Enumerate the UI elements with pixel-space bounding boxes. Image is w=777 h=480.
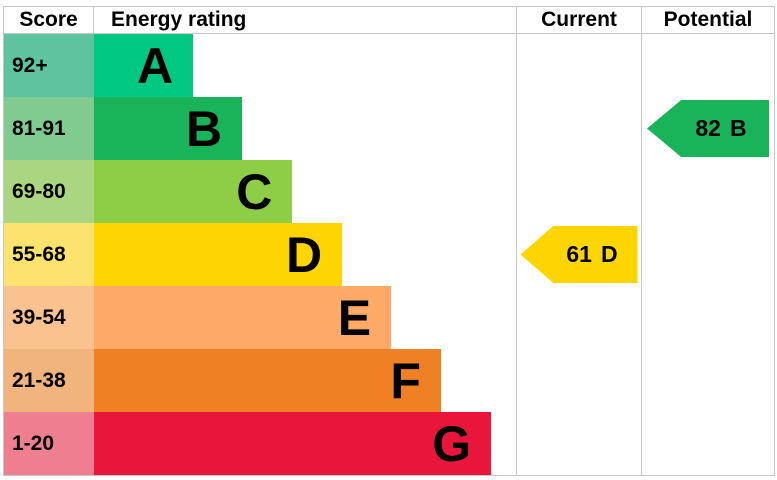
current-rating-value: 61: [566, 241, 592, 267]
band-row: 1-20 G: [4, 412, 774, 475]
band-bar-area: A: [94, 34, 516, 97]
chart-header-row: Score Energy rating Current Potential: [4, 7, 774, 34]
score-range-cell: 81-91: [4, 97, 94, 160]
potential-rating-cell: [641, 412, 774, 475]
band-bar: A: [94, 34, 194, 97]
band-letter: E: [337, 289, 372, 346]
current-rating-band: D: [600, 241, 618, 267]
band-bar: G: [94, 412, 492, 475]
band-bar-area: C: [94, 160, 516, 223]
energy-rating-column-header: Energy rating: [111, 8, 247, 31]
score-range-cell: 39-54: [4, 286, 94, 349]
potential-rating-cell: [641, 160, 774, 223]
score-column-header: Score: [4, 7, 94, 33]
potential-rating-cell: 82 B: [641, 97, 774, 160]
potential-rating-cell: [641, 349, 774, 412]
band-bar: D: [94, 223, 343, 286]
current-rating-cell: [516, 97, 641, 160]
current-column-header: Current: [516, 7, 641, 33]
band-letter: B: [186, 100, 223, 157]
band-bar-area: B: [94, 97, 516, 160]
band-bar-area: F: [94, 349, 516, 412]
band-row: 81-91 B 82 B: [4, 97, 774, 160]
band-letter: G: [432, 415, 472, 472]
score-range-cell: 92+: [4, 34, 94, 97]
current-rating-cell: [516, 34, 641, 97]
current-rating-cell: [516, 286, 641, 349]
score-range-cell: 21-38: [4, 349, 94, 412]
band-letter: D: [286, 226, 323, 283]
band-letter: A: [137, 37, 174, 94]
score-range-cell: 1-20: [4, 412, 94, 475]
current-rating-arrow: 61 D: [520, 226, 638, 283]
current-rating-cell: 61 D: [516, 223, 641, 286]
current-rating-cell: [516, 160, 641, 223]
potential-rating-band: B: [729, 115, 747, 141]
band-bar-area: G: [94, 412, 516, 475]
score-range-cell: 69-80: [4, 160, 94, 223]
band-bar-area: D: [94, 223, 516, 286]
band-bar-area: E: [94, 286, 516, 349]
band-row: 55-68 D 61 D: [4, 223, 774, 286]
potential-rating-cell: [641, 34, 774, 97]
band-row: 39-54 E: [4, 286, 774, 349]
current-rating-cell: [516, 412, 641, 475]
potential-rating-value: 82: [695, 115, 721, 141]
current-rating-cell: [516, 349, 641, 412]
band-rows: 92+ A 81-91 B 82 B 69-80 C 55-68: [4, 34, 774, 475]
potential-rating-cell: [641, 223, 774, 286]
band-row: 92+ A: [4, 34, 774, 97]
band-bar: C: [94, 160, 293, 223]
score-range-cell: 55-68: [4, 223, 94, 286]
band-letter: F: [390, 352, 421, 409]
band-letter: C: [236, 163, 273, 220]
potential-column-header: Potential: [641, 7, 774, 33]
potential-rating-arrow: 82 B: [647, 100, 769, 157]
epc-rating-chart: Score Energy rating Current Potential 92…: [3, 6, 775, 476]
band-bar: B: [94, 97, 243, 160]
band-row: 21-38 F: [4, 349, 774, 412]
potential-rating-cell: [641, 286, 774, 349]
band-bar: E: [94, 286, 392, 349]
band-row: 69-80 C: [4, 160, 774, 223]
band-bar: F: [94, 349, 441, 412]
